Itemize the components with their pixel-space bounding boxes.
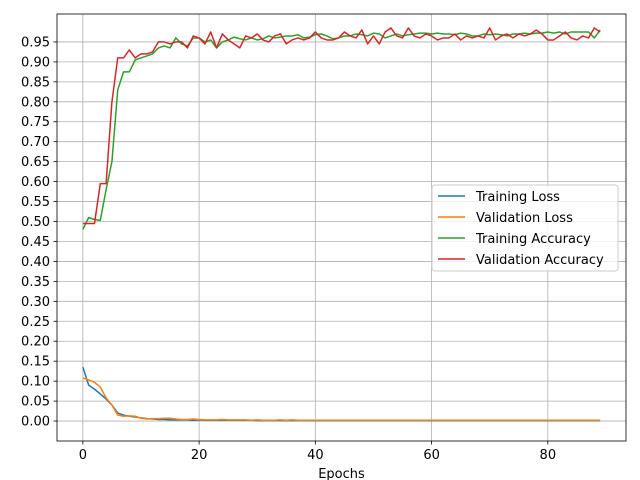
y-tick-label: 0.40 [21,255,50,270]
legend-label-validation-accuracy: Validation Accuracy [476,253,604,268]
y-tick-label: 0.15 [21,355,50,370]
y-tick-label: 0.80 [21,95,50,110]
y-tick-label: 0.95 [21,35,50,50]
y-tick-label: 0.50 [21,215,50,230]
y-tick-label: 0.55 [21,195,50,210]
x-tick-label: 80 [540,448,557,463]
plot-frame [56,13,627,442]
y-tick-label: 0.60 [21,175,50,190]
legend-label-training-loss: Training Loss [475,190,560,205]
legend-box [431,184,619,272]
legend-label-training-accuracy: Training Accuracy [475,232,591,247]
x-tick-label: 0 [79,448,87,463]
y-tick-label: 0.45 [21,235,50,250]
y-tick-label: 0.10 [21,375,50,390]
y-tick-label: 0.75 [21,115,50,130]
y-tick-label: 0.90 [21,55,50,70]
y-tick-label: 0.20 [21,335,50,350]
y-tick-label: 0.35 [21,275,50,290]
y-tick-label: 0.85 [21,75,50,90]
x-tick-label: 60 [423,448,440,463]
axis-ticks: 0 20 40 60 80 0.00 0.05 0.10 0.15 0.20 0.25 0.30 0.3… [21,35,556,463]
validation-accuracy-line [82,27,601,225]
y-tick-label: 0.00 [21,415,50,430]
x-tick-label: 20 [191,448,208,463]
training-loss-line [82,366,601,422]
y-tick-label: 0.70 [21,135,50,150]
y-tick-label: 0.30 [21,295,50,310]
y-tick-label: 0.25 [21,315,50,330]
x-tick-label: 40 [307,448,324,463]
legend: Training Loss Validation Loss Training Acc… [431,184,619,272]
x-axis-label: Epochs [318,467,365,480]
y-tick-label: 0.05 [21,395,50,410]
y-tick-label: 0.65 [21,155,50,170]
legend-label-validation-loss: Validation Loss [476,211,573,226]
series-group [82,27,601,422]
training-accuracy-line [82,29,601,230]
validation-loss-line [82,377,601,421]
